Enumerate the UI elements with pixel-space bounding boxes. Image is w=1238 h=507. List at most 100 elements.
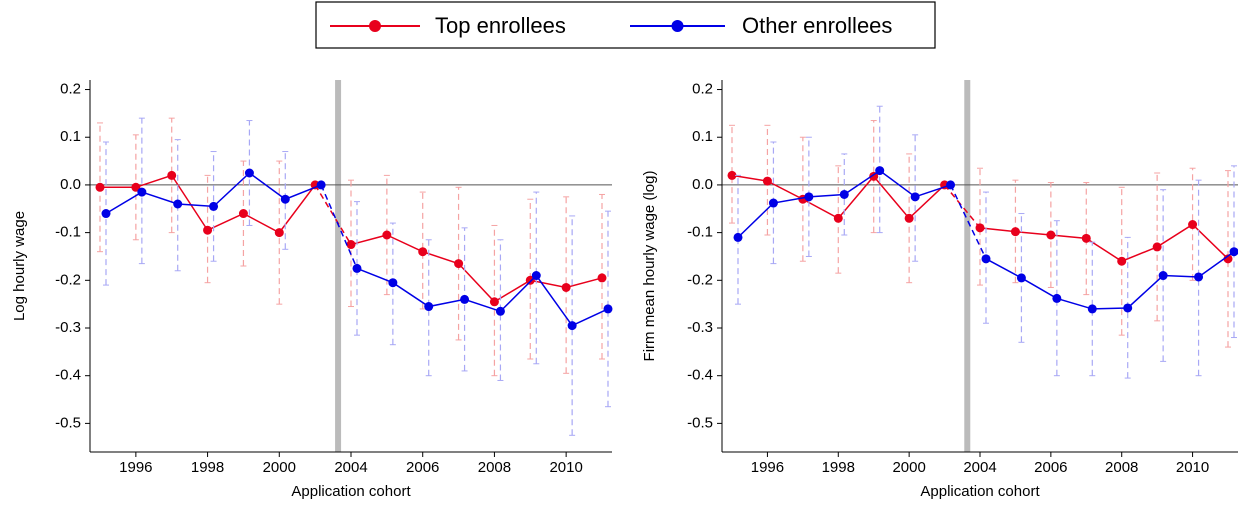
break-connector	[949, 184, 987, 260]
legend-label: Other enrollees	[742, 13, 892, 38]
marker	[875, 166, 885, 176]
marker	[975, 223, 985, 233]
y-axis-title: Log hourly wage	[11, 211, 28, 321]
x-tick-label: 2000	[892, 459, 925, 476]
marker	[101, 209, 111, 219]
x-tick-label: 2010	[1176, 459, 1209, 476]
x-tick-label: 2000	[263, 459, 296, 476]
y-tick-label: 0.2	[60, 81, 81, 98]
y-tick-label: -0.4	[55, 367, 81, 384]
marker	[1081, 233, 1091, 243]
x-tick-label: 2006	[406, 459, 439, 476]
x-tick-label: 2008	[1105, 459, 1138, 476]
break-connector	[943, 184, 981, 229]
y-tick-label: -0.1	[687, 224, 713, 241]
series-line	[100, 174, 316, 234]
marker	[1223, 254, 1233, 264]
break-connector	[314, 184, 352, 245]
marker	[833, 213, 843, 223]
marker	[352, 263, 362, 273]
marker	[1046, 230, 1056, 240]
x-tick-label: 2008	[478, 459, 511, 476]
marker	[495, 306, 505, 316]
marker	[280, 194, 290, 204]
marker	[768, 198, 778, 208]
marker	[946, 180, 956, 190]
marker	[727, 170, 737, 180]
marker	[131, 182, 141, 192]
x-tick-label: 1998	[822, 459, 855, 476]
marker	[1152, 242, 1162, 252]
y-tick-label: 0.0	[60, 176, 81, 193]
marker	[981, 254, 991, 264]
series-line	[350, 234, 603, 303]
y-tick-label: -0.5	[55, 414, 81, 431]
marker	[95, 182, 105, 192]
y-tick-label: 0.2	[692, 81, 713, 98]
marker	[762, 176, 772, 186]
y-tick-label: -0.1	[55, 224, 81, 241]
marker	[1194, 272, 1204, 282]
x-tick-label: 2004	[334, 459, 367, 476]
marker	[910, 192, 920, 202]
marker	[424, 302, 434, 312]
marker	[904, 213, 914, 223]
y-tick-label: -0.2	[687, 271, 713, 288]
marker	[454, 259, 464, 269]
x-tick-label: 2004	[963, 459, 996, 476]
y-tick-label: 0.0	[692, 176, 713, 193]
marker	[1123, 303, 1133, 313]
marker	[460, 294, 470, 304]
marker	[203, 225, 213, 235]
marker	[1010, 227, 1020, 237]
y-tick-label: -0.5	[687, 414, 713, 431]
x-tick-label: 2010	[549, 459, 582, 476]
x-tick-label: 1998	[191, 459, 224, 476]
marker	[489, 297, 499, 307]
marker	[274, 228, 284, 238]
x-tick-label: 1996	[751, 459, 784, 476]
marker	[346, 240, 356, 250]
marker	[1229, 247, 1238, 257]
marker	[525, 275, 535, 285]
marker	[839, 189, 849, 199]
marker	[1052, 293, 1062, 303]
y-tick-label: -0.4	[687, 367, 713, 384]
marker	[567, 321, 577, 331]
marker	[316, 180, 326, 190]
marker	[561, 282, 571, 292]
marker	[603, 304, 613, 314]
series-line	[985, 251, 1235, 310]
y-tick-label: 0.1	[60, 128, 81, 145]
marker	[173, 199, 183, 209]
marker	[1158, 271, 1168, 281]
marker	[244, 168, 254, 178]
marker	[137, 187, 147, 197]
y-tick-label: -0.3	[55, 319, 81, 336]
y-tick-label: -0.2	[55, 271, 81, 288]
marker	[597, 273, 607, 283]
marker	[167, 170, 177, 180]
marker	[238, 209, 248, 219]
break-band	[335, 80, 342, 452]
marker	[1016, 273, 1026, 283]
x-tick-label: 1996	[119, 459, 152, 476]
x-axis-title: Application cohort	[291, 483, 411, 500]
marker	[1087, 304, 1097, 314]
break-band	[964, 80, 971, 452]
marker	[1117, 256, 1127, 266]
marker	[804, 192, 814, 202]
marker	[418, 247, 428, 257]
y-axis-title: Firm mean hourly wage (log)	[641, 171, 658, 362]
y-tick-label: -0.3	[687, 319, 713, 336]
x-axis-title: Application cohort	[920, 483, 1040, 500]
marker	[531, 271, 541, 281]
marker	[869, 171, 879, 181]
x-tick-label: 2006	[1034, 459, 1067, 476]
marker	[388, 278, 398, 288]
legend-marker	[671, 20, 684, 32]
series-line	[356, 267, 609, 327]
legend-marker	[369, 20, 381, 32]
